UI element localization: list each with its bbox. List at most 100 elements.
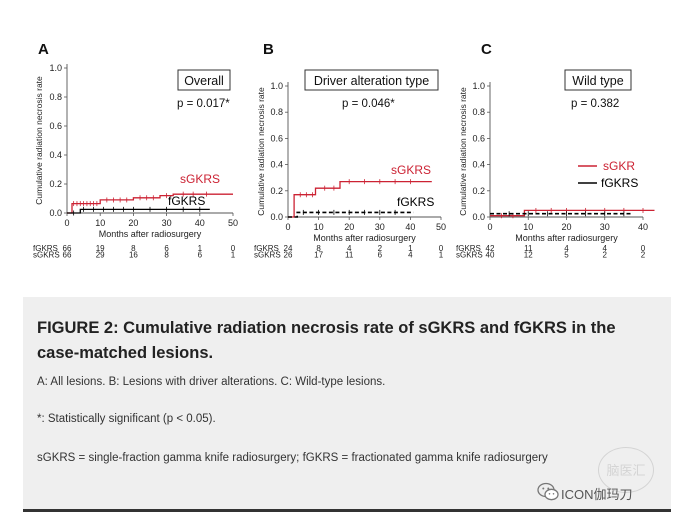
risk-table-label: sGKRS (254, 251, 281, 260)
y-tick-label: 0.2 (472, 186, 485, 196)
watermark-text: ICON伽玛刀 (561, 487, 633, 502)
y-tick-label: 0.0 (49, 208, 62, 218)
x-tick-label: 20 (128, 218, 138, 228)
x-axis-label: Months after radiosurgery (313, 233, 416, 243)
risk-table-value: 66 (63, 251, 72, 260)
x-tick-label: 40 (195, 218, 205, 228)
p-value: p = 0.046* (342, 98, 395, 110)
x-tick-label: 50 (228, 218, 238, 228)
risk-table-value: 2 (603, 251, 608, 260)
y-tick-label: 0.0 (270, 212, 283, 222)
series-line-sgkrs (67, 193, 233, 214)
chart-title: Wild type (572, 74, 623, 88)
x-tick-label: 0 (487, 222, 492, 232)
risk-table-value: 4 (564, 244, 569, 253)
y-tick-label: 0.8 (472, 107, 485, 117)
risk-table-value: 8 (316, 244, 321, 253)
series-line-fgkrs (67, 208, 210, 214)
risk-table-value: 5 (564, 251, 569, 260)
x-tick-label: 10 (95, 218, 105, 228)
x-tick-label: 40 (405, 222, 415, 232)
y-axis-label: Cumulative radiation necrosis rate (458, 87, 468, 216)
y-tick-label: 0.6 (472, 133, 485, 143)
x-tick-label: 50 (436, 222, 446, 232)
title-box (564, 69, 632, 91)
legend-label-sgkrs: sGKRS (391, 163, 431, 177)
y-tick-label: 0.6 (49, 121, 62, 131)
risk-table-value: 0 (641, 244, 646, 253)
risk-table-value: 6 (164, 244, 169, 253)
risk-table-value: 40 (486, 251, 495, 260)
panel-letter: C (481, 41, 492, 58)
risk-table-value: 1 (198, 244, 203, 253)
risk-table-value: 4 (408, 251, 413, 260)
bottom-rule (23, 509, 671, 512)
x-axis-label: Months after radiosurgery (99, 229, 202, 239)
risk-table-value: 0 (439, 244, 444, 253)
y-tick-label: 0.2 (270, 186, 283, 196)
risk-table-value: 26 (284, 251, 293, 260)
legend-label-sgkr: sGKR (603, 159, 635, 173)
risk-table-value: 2 (641, 251, 646, 260)
y-tick-label: 0.4 (472, 160, 485, 170)
risk-table-label: fGKRS (33, 244, 58, 253)
title-box (177, 69, 231, 91)
y-tick-label: 0.4 (270, 160, 283, 170)
x-tick-label: 30 (375, 222, 385, 232)
p-value: p = 0.017* (177, 98, 230, 110)
p-value: p = 0.382 (571, 98, 619, 110)
panel-letter: A (38, 41, 49, 58)
legend-label-fgkrs: fGKRS (397, 195, 434, 209)
risk-table-value: 24 (284, 244, 293, 253)
watermark: ICON伽玛刀 (533, 478, 673, 508)
risk-table-label: sGKRS (33, 251, 60, 260)
caption-title: FIGURE 2: Cumulative radiation necrosis … (37, 319, 616, 362)
caption-significance-note: *: Statistically significant (p < 0.05). (37, 413, 216, 425)
caption-abbreviations: sGKRS = single-fraction gamma knife radi… (37, 452, 548, 464)
x-tick-label: 0 (285, 222, 290, 232)
y-tick-label: 0.2 (49, 179, 62, 189)
risk-table-value: 8 (131, 244, 136, 253)
y-tick-label: 0.8 (49, 92, 62, 102)
x-tick-label: 0 (64, 218, 69, 228)
risk-table-value: 8 (164, 251, 169, 260)
x-tick-label: 10 (314, 222, 324, 232)
title-box (304, 69, 439, 91)
risk-table-value: 66 (63, 244, 72, 253)
risk-table-value: 19 (96, 244, 105, 253)
risk-table-label: fGKRS (456, 244, 481, 253)
watermark-seal: 脑医汇 (598, 447, 654, 493)
legend-label-sgkrs: sGKRS (180, 172, 220, 186)
y-tick-label: 1.0 (270, 81, 283, 91)
risk-table-value: 1 (439, 251, 444, 260)
legend-label-fgkrs: fGKRS (601, 176, 638, 190)
risk-table-value: 29 (96, 251, 105, 260)
y-axis-label: Cumulative radiation necrosis rate (256, 87, 266, 216)
risk-table-value: 4 (347, 244, 352, 253)
risk-table-value: 2 (378, 244, 383, 253)
series-line-sgkrs (288, 180, 432, 218)
risk-table-value: 11 (524, 244, 533, 253)
risk-table-value: 12 (524, 251, 533, 260)
risk-table-value: 16 (129, 251, 138, 260)
risk-table-value: 42 (486, 244, 495, 253)
x-axis-label: Months after radiosurgery (515, 233, 618, 243)
y-tick-label: 0.4 (49, 150, 62, 160)
panel-letter: B (263, 41, 274, 58)
y-tick-label: 0.8 (270, 107, 283, 117)
caption-panel-description: A: All lesions. B: Lesions with driver a… (37, 376, 386, 388)
x-tick-label: 10 (523, 222, 533, 232)
wechat-icon (537, 482, 559, 501)
y-axis-label: Cumulative radiation necrosis rate (34, 76, 44, 205)
risk-table-label: sGKRS (456, 251, 483, 260)
y-tick-label: 1.0 (472, 81, 485, 91)
x-tick-label: 30 (600, 222, 610, 232)
risk-table-value: 11 (345, 251, 354, 260)
caption-box: FIGURE 2: Cumulative radiation necrosis … (23, 297, 671, 509)
risk-table-value: 6 (378, 251, 383, 260)
risk-table-value: 6 (198, 251, 203, 260)
